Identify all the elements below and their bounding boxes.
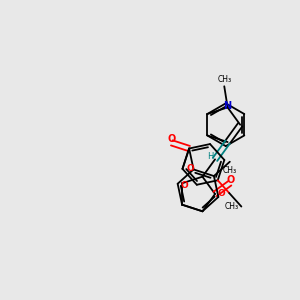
- Text: CH₃: CH₃: [223, 166, 237, 175]
- Text: CH₃: CH₃: [225, 202, 239, 211]
- Text: O: O: [181, 181, 188, 190]
- Text: CH₃: CH₃: [218, 75, 232, 84]
- Text: O: O: [226, 175, 235, 185]
- Text: O: O: [168, 134, 176, 144]
- Text: H: H: [208, 152, 214, 161]
- Text: O: O: [218, 188, 226, 197]
- Text: O: O: [186, 164, 194, 173]
- Text: N: N: [223, 100, 231, 111]
